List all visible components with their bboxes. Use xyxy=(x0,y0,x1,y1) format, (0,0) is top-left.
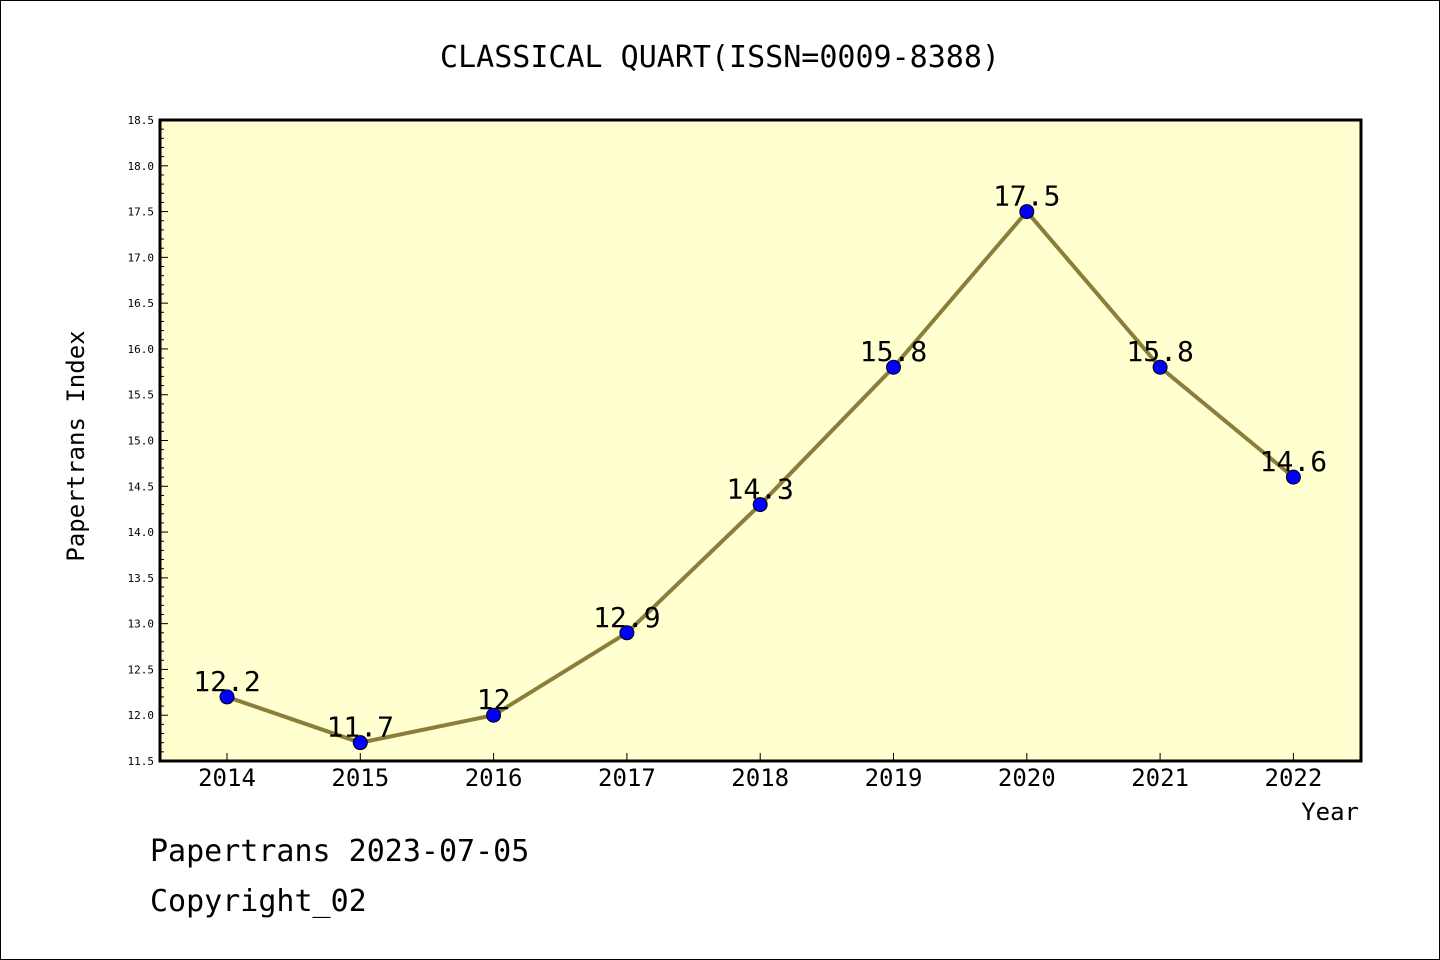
y-axis-label: Papertrans Index xyxy=(62,330,90,561)
data-label: 15.8 xyxy=(1126,335,1193,368)
footer-date-text: Papertrans 2023-07-05 xyxy=(150,834,530,869)
data-label: 12 xyxy=(477,683,511,716)
y-tick-label: 12.5 xyxy=(128,663,155,676)
data-label: 14.3 xyxy=(726,473,793,506)
data-point xyxy=(1285,469,1301,485)
y-tick-label: 11.5 xyxy=(128,755,155,768)
x-tick-label: 2014 xyxy=(198,764,256,792)
data-point xyxy=(752,497,768,513)
chart-title: CLASSICAL QUART(ISSN=0009-8388) xyxy=(440,40,1000,75)
y-tick-label: 13.0 xyxy=(128,618,155,631)
x-tick-label: 2022 xyxy=(1265,764,1323,792)
data-label: 12.9 xyxy=(593,601,660,634)
x-tick-label: 2018 xyxy=(731,764,789,792)
data-point xyxy=(619,625,635,641)
y-tick-label: 12.0 xyxy=(128,709,155,722)
x-tick-label: 2015 xyxy=(331,764,389,792)
y-tick-label: 17.5 xyxy=(128,206,155,219)
y-tick-label: 15.5 xyxy=(128,389,155,402)
y-tick-label: 16.5 xyxy=(128,297,155,310)
y-tick-label: 13.5 xyxy=(128,572,155,585)
x-tick-label: 2020 xyxy=(998,764,1056,792)
y-tick-label: 14.5 xyxy=(128,480,155,493)
plot-area xyxy=(158,118,1363,763)
data-label: 15.8 xyxy=(860,335,927,368)
data-point xyxy=(1019,204,1035,220)
data-label: 14.6 xyxy=(1260,445,1327,478)
y-tick-label: 17.0 xyxy=(128,251,155,264)
y-tick-label: 15.0 xyxy=(128,435,155,448)
data-label: 12.2 xyxy=(193,665,260,698)
x-tick-label: 2019 xyxy=(865,764,923,792)
data-point xyxy=(486,707,502,723)
footer-copyright-text: Copyright_02 xyxy=(150,884,367,919)
y-tick-label: 16.0 xyxy=(128,343,155,356)
y-tick-label: 18.0 xyxy=(128,160,155,173)
y-tick-label: 14.0 xyxy=(128,526,155,539)
x-axis-label: Year xyxy=(1301,798,1359,826)
data-point xyxy=(886,359,901,375)
data-point xyxy=(219,689,235,705)
x-tick-label: 2016 xyxy=(465,764,523,792)
y-tick-label: 18.5 xyxy=(128,114,155,127)
data-label: 17.5 xyxy=(993,180,1060,213)
x-tick-label: 2021 xyxy=(1131,764,1189,792)
data-point xyxy=(1152,359,1168,375)
data-label: 11.7 xyxy=(327,711,394,744)
data-point xyxy=(352,735,368,751)
x-tick-label: 2017 xyxy=(598,764,656,792)
